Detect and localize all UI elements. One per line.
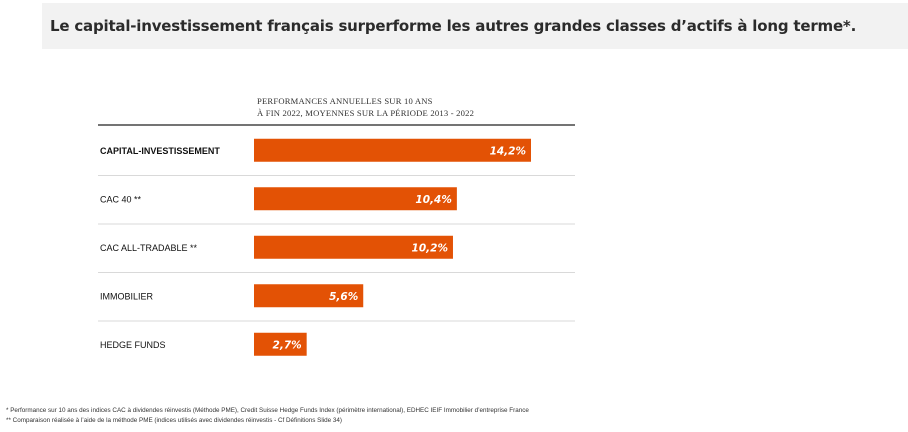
footnote-2: ** Comparaison réalisée à l’aide de la m… (6, 417, 342, 424)
bar (254, 284, 364, 308)
bar (254, 332, 307, 356)
page-title: Le capital-investissement français surpe… (50, 17, 857, 35)
category-label: CAC ALL-TRADABLE ** (100, 243, 198, 253)
title-banner: Le capital-investissement français surpe… (42, 3, 908, 49)
value-label: 5,6% (329, 291, 358, 303)
value-label: 10,2% (412, 242, 448, 254)
footnote-1: * Performance sur 10 ans des indices CAC… (6, 407, 529, 414)
bar (254, 235, 453, 259)
category-label: CAC 40 ** (100, 194, 142, 204)
category-label: IMMOBILIER (100, 291, 154, 301)
category-label: HEDGE FUNDS (100, 340, 166, 350)
chart-title-line-1: PERFORMANCES ANNUELLES SUR 10 ANS (257, 96, 433, 106)
value-label: 10,4% (415, 194, 451, 206)
category-label: CAPITAL-INVESTISSEMENT (100, 146, 220, 156)
chart-title-line-2: À FIN 2022, MOYENNES SUR LA PÉRIODE 2013… (257, 108, 475, 118)
bar (254, 187, 457, 211)
bar (254, 138, 531, 162)
value-label: 14,2% (490, 145, 526, 157)
value-label: 2,7% (273, 339, 302, 351)
